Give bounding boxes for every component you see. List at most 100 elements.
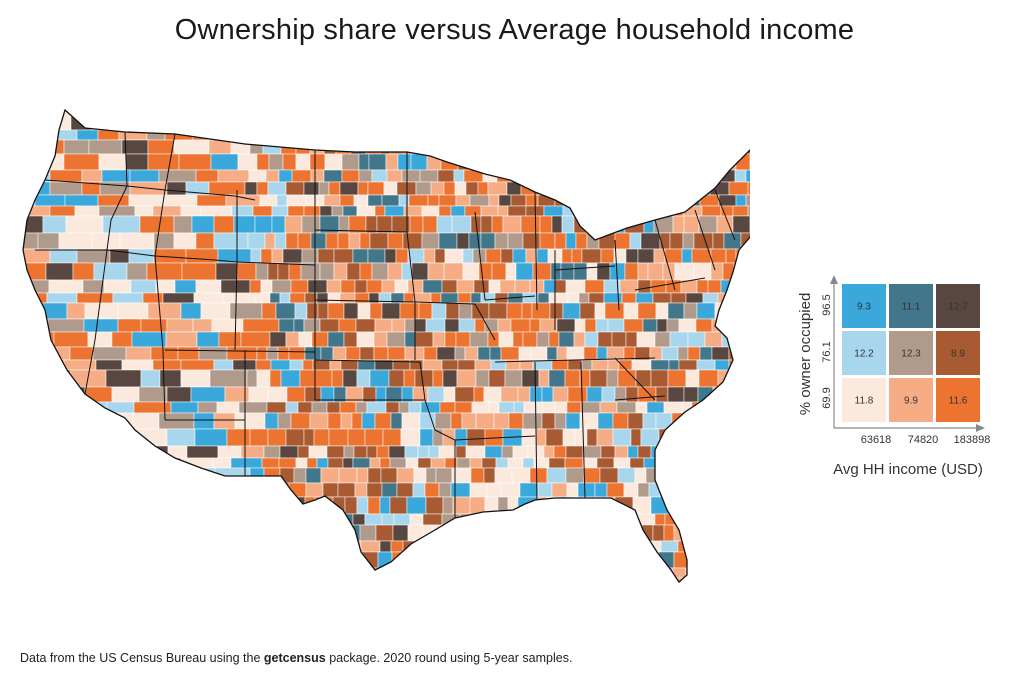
county-region — [464, 346, 479, 361]
county-region — [510, 594, 525, 605]
county-region — [484, 445, 503, 459]
county-region — [277, 262, 290, 281]
county-region — [254, 215, 273, 234]
county-region — [422, 112, 438, 131]
county-region — [550, 262, 562, 281]
state-border — [580, 361, 586, 499]
county-region — [533, 110, 551, 114]
county-region — [704, 331, 723, 348]
county-region — [511, 467, 531, 484]
county-region — [48, 279, 84, 294]
county-region — [710, 248, 727, 264]
county-region — [483, 467, 496, 484]
county-region — [573, 513, 587, 526]
county-region — [341, 169, 360, 183]
county-region — [659, 194, 675, 207]
county-region — [234, 540, 270, 553]
county-region — [574, 318, 586, 333]
county-region — [408, 194, 429, 207]
county-region — [404, 331, 416, 348]
county-region — [107, 540, 134, 553]
county-region — [562, 110, 578, 114]
county-region — [717, 292, 736, 304]
county-region — [740, 551, 750, 569]
county-region — [313, 428, 330, 447]
county-region — [261, 457, 280, 469]
county-region — [522, 292, 539, 304]
county-region — [642, 318, 658, 333]
county-region — [302, 359, 314, 371]
county-region — [352, 513, 366, 526]
county-region — [318, 540, 335, 553]
county-region — [454, 386, 475, 403]
county-region — [125, 346, 152, 361]
county-region — [631, 153, 643, 171]
county-region — [664, 467, 684, 484]
county-region — [691, 248, 712, 264]
county-region — [415, 181, 432, 196]
county-region — [502, 215, 522, 234]
county-region — [404, 445, 419, 459]
county-region — [563, 551, 583, 569]
county-region — [483, 524, 503, 542]
county-region — [666, 457, 684, 469]
county-region — [627, 445, 639, 459]
county-region — [47, 318, 85, 333]
county-region — [696, 302, 716, 320]
county-region — [229, 302, 263, 320]
county-region — [543, 205, 564, 217]
county-region — [548, 457, 566, 469]
county-region — [62, 467, 94, 484]
county-region — [402, 232, 423, 250]
county-region — [586, 386, 603, 403]
county-region — [571, 248, 583, 264]
county-region — [92, 346, 127, 361]
county-region — [121, 359, 154, 371]
county-region — [455, 445, 467, 459]
county-region — [23, 112, 43, 131]
county-region — [238, 401, 268, 414]
county-region — [689, 524, 708, 542]
county-region — [704, 482, 716, 498]
county-region — [468, 540, 487, 553]
county-region — [36, 567, 74, 579]
state-border — [614, 239, 620, 311]
legend-cell-value-2-0: 11.8 — [855, 396, 874, 407]
county-region — [714, 482, 730, 498]
source-note-prefix: Data from the US Census Bureau using the — [20, 651, 264, 665]
county-region — [732, 215, 750, 234]
county-region — [498, 401, 515, 414]
county-region — [553, 524, 566, 542]
county-region — [379, 496, 391, 515]
county-region — [522, 331, 538, 348]
county-region — [240, 445, 265, 459]
county-region — [573, 262, 588, 281]
county-region — [278, 457, 297, 469]
county-region — [349, 577, 361, 582]
county-region — [304, 496, 316, 515]
county-region — [566, 139, 580, 155]
county-region — [591, 359, 609, 371]
county-region — [629, 457, 645, 469]
county-region — [712, 567, 726, 579]
county-region — [83, 318, 119, 333]
county-region — [584, 318, 597, 333]
county-region — [93, 262, 128, 281]
county-region — [522, 232, 541, 250]
county-region — [612, 205, 624, 217]
county-region — [196, 482, 218, 498]
county-region — [595, 129, 614, 141]
county-region — [181, 262, 217, 281]
county-region — [390, 412, 403, 430]
county-region — [455, 331, 471, 348]
county-region — [609, 112, 625, 131]
county-region — [498, 112, 511, 131]
county-region — [23, 318, 49, 333]
county-region — [725, 540, 744, 553]
county-region — [442, 496, 454, 515]
county-region — [664, 248, 683, 264]
county-region — [152, 359, 182, 371]
county-region — [596, 169, 608, 183]
county-region — [286, 194, 307, 207]
county-region — [141, 467, 175, 484]
